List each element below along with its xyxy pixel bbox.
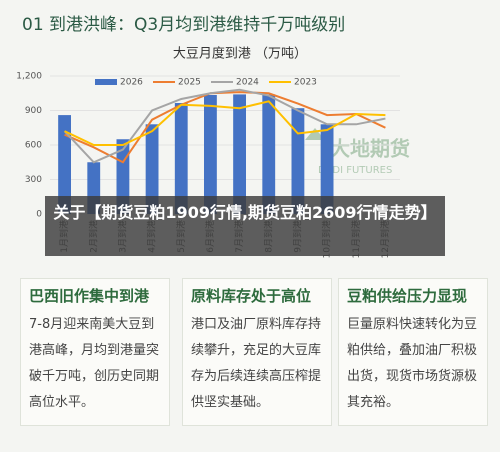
legend-label: 2024	[236, 78, 259, 88]
line	[64, 100, 386, 146]
y-tick-label: 0	[36, 210, 42, 220]
y-tick-label: 1,200	[16, 72, 42, 82]
chart-title: 大豆月度到港 （万吨）	[173, 46, 307, 62]
bar	[145, 124, 159, 214]
bar	[174, 103, 188, 214]
bar	[262, 94, 276, 214]
card: 巴西旧作集中到港 7-8月迎来南美大豆到港高峰，月均到港量突破千万吨，创历史同期高…	[20, 278, 170, 426]
card: 原料库存处于高位港口及油厂原料库存持续攀升，充足的大豆库存为后续连续高压榨提供坚…	[182, 278, 332, 426]
card-body: 港口及油厂原料库存持续攀升，充足的大豆库存为后续连续高压榨提供坚实基础。	[191, 317, 322, 410]
bar	[233, 94, 246, 214]
card-title: 原料库存处于高位	[191, 287, 312, 305]
header-title: 01 到港洪峰：Q3月均到港维持千万吨级别	[22, 15, 346, 35]
bar	[320, 124, 334, 214]
y-tick-label: 900	[25, 106, 42, 116]
legend-label: 2025	[178, 78, 201, 88]
line	[63, 88, 386, 164]
card: 豆粕供给压力显现巨量原料快速转化为豆粕供给，叠加油厂积极出货，现货市场货源极其充…	[338, 278, 488, 426]
card-title: 豆粕供给压力显现	[347, 287, 468, 305]
legend-label: 2023	[294, 78, 317, 88]
line	[64, 91, 386, 164]
watermark: 大地期货	[330, 137, 410, 161]
card-title: 巴西旧作集中到港	[29, 287, 150, 305]
card-body: 7-8月迎来南美大豆到港高峰，月均到港量突破千万吨，创历史同期高位水平。	[29, 317, 160, 410]
bar	[58, 115, 71, 214]
overlay-caption[interactable]: 关于【期货豆粕1909行情,期货豆粕2609行情走势】	[45, 196, 445, 256]
watermark-logo: 大地期货 DADI FUTURES	[305, 128, 410, 176]
bar	[291, 108, 305, 214]
legend-label: 2026	[120, 78, 143, 88]
y-tick-label: 300	[25, 175, 42, 185]
y-tick-label: 600	[25, 141, 42, 151]
bar	[204, 94, 217, 214]
legend-swatch	[95, 79, 117, 85]
card-body: 巨量原料快速转化为豆粕供给，叠加油厂积极出货，现货市场货源极其充裕。	[347, 317, 478, 410]
watermark-en: DADI FUTURES	[318, 165, 392, 176]
